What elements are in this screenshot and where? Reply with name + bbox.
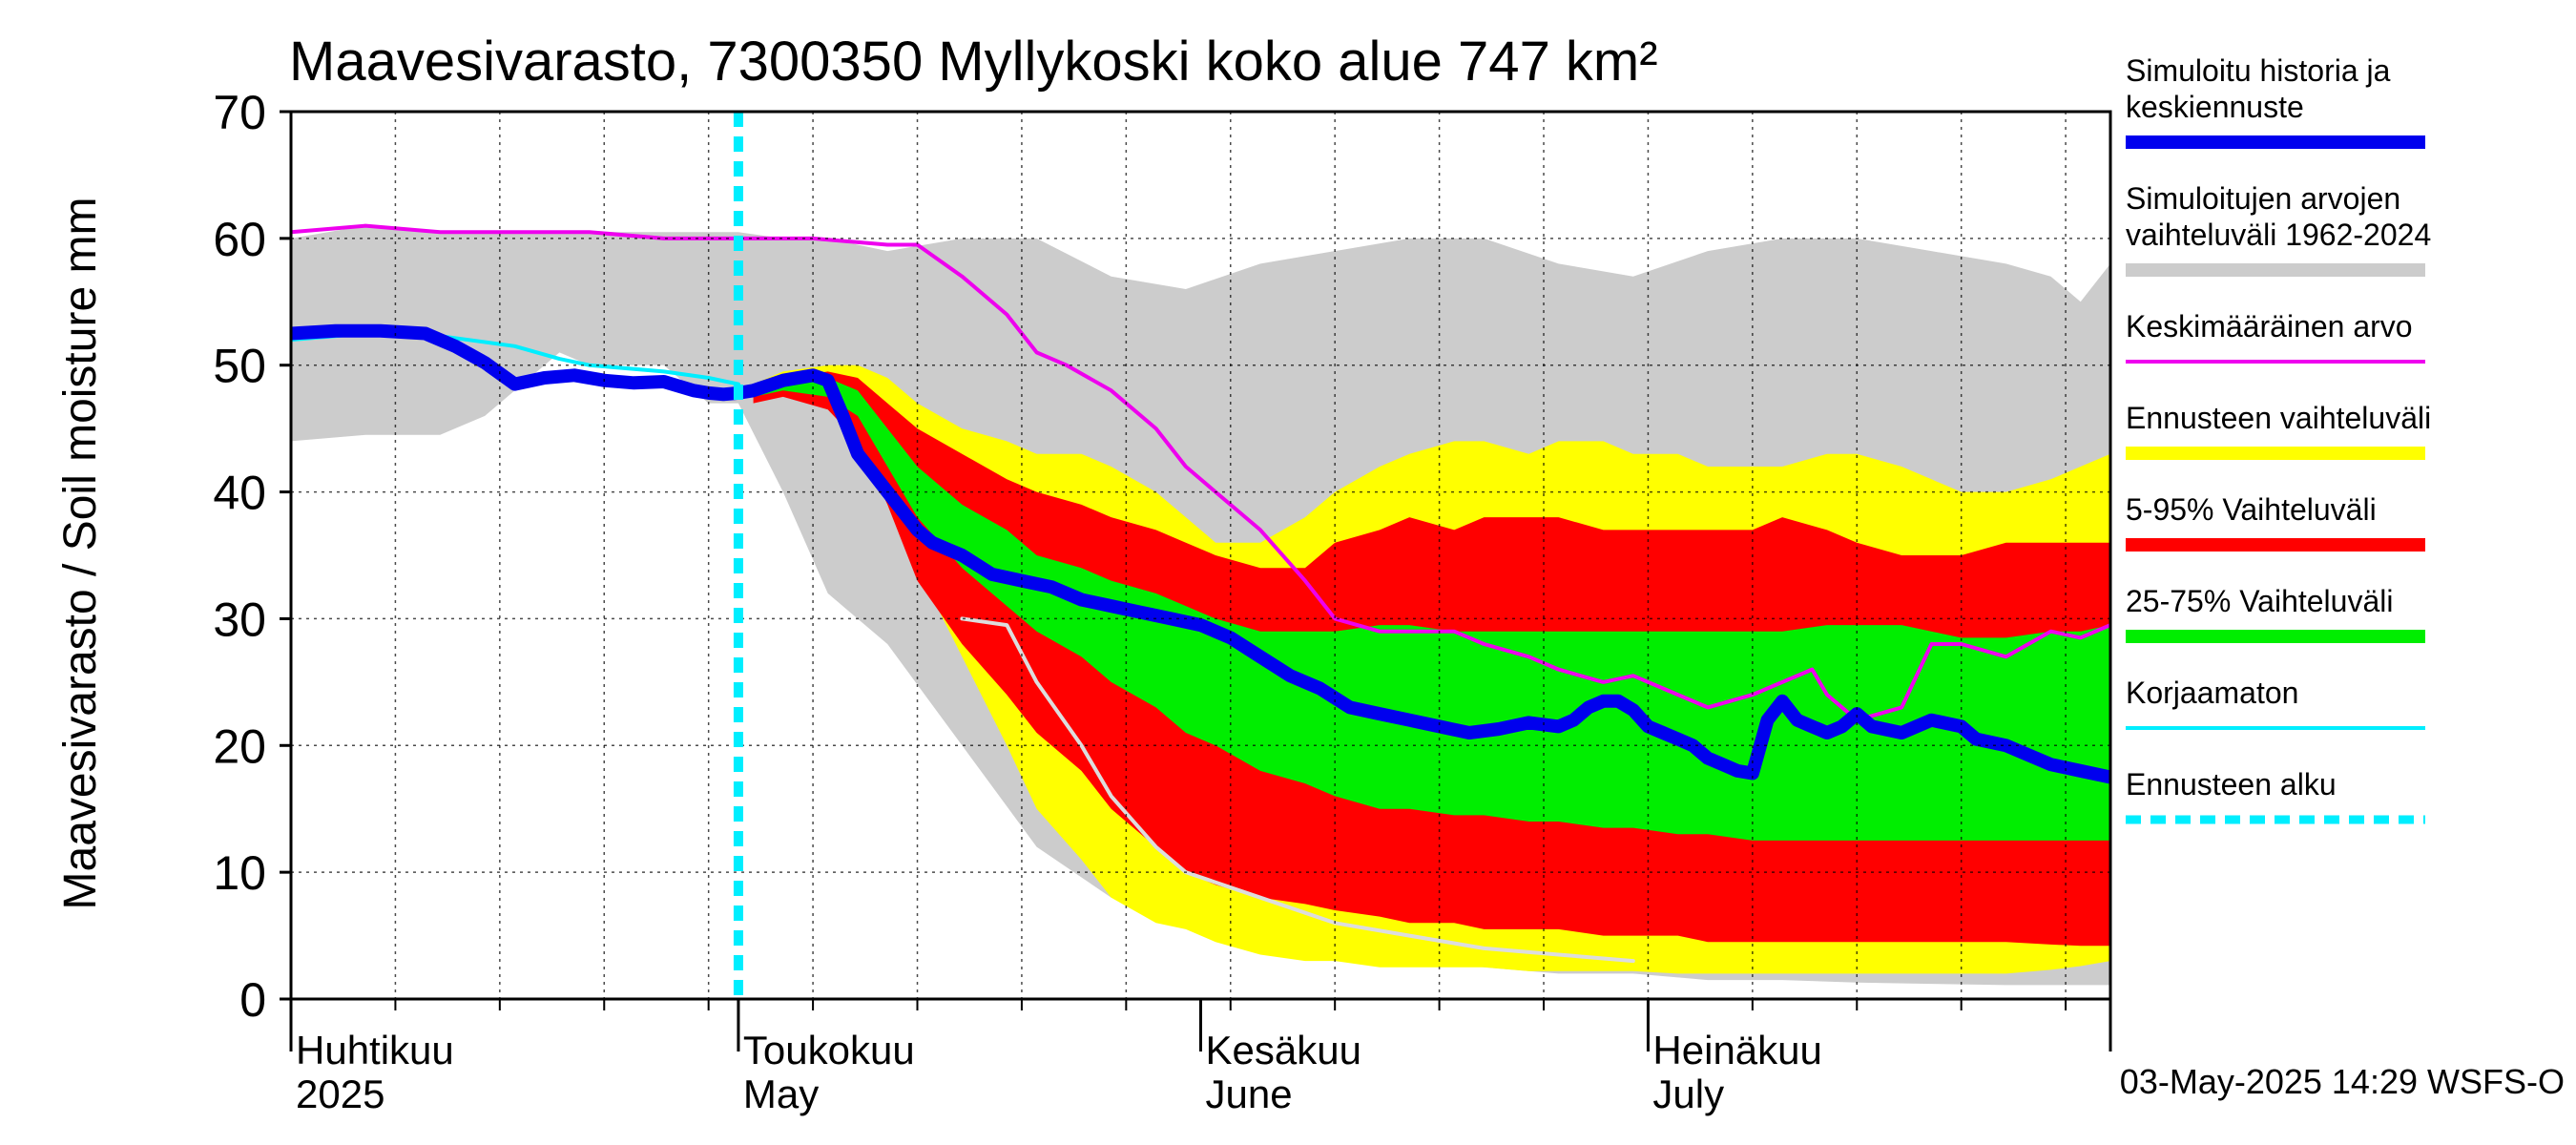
timestamp: 03-May-2025 14:29 WSFS-O (2120, 1062, 2565, 1101)
x-month-label-fi: Heinäkuu (1652, 1028, 1821, 1072)
line-simuloitu-historia-ja-keskiennuste (291, 323, 2110, 784)
legend-label-simuloitujen-arvojen-vaihteluv-li-1962-2024: Simuloitujen arvojen (2126, 181, 2400, 216)
legend-label-ennusteen-alku: Ennusteen alku (2126, 767, 2337, 802)
legend-label-25-75-vaihteluv-li: 25-75% Vaihteluväli (2126, 584, 2393, 618)
x-month-label-en: July (1652, 1072, 1724, 1116)
y-tick-label: 20 (213, 719, 266, 773)
legend-label-korjaamaton: Korjaamaton (2126, 676, 2298, 710)
legend-label-simuloitujen-arvojen-vaihteluv-li-1962-2024: vaihteluväli 1962-2024 (2126, 218, 2431, 252)
y-tick-label: 40 (213, 467, 266, 520)
x-month-label-en: June (1206, 1072, 1293, 1116)
x-month-label-fi: Kesäkuu (1206, 1028, 1361, 1072)
y-tick-label: 60 (213, 213, 266, 266)
legend-label-simuloitu-historia-ja-keskiennuste: Simuloitu historia ja (2126, 53, 2391, 88)
x-month-label-fi: Toukokuu (743, 1028, 915, 1072)
y-tick-label: 70 (213, 86, 266, 139)
legend-label-keskim-r-inen-arvo: Keskimääräinen arvo (2126, 309, 2413, 344)
data-series-group (291, 223, 2110, 986)
x-month-label-en: May (743, 1072, 819, 1116)
y-tick-label: 30 (213, 593, 266, 646)
legend-label-simuloitu-historia-ja-keskiennuste: keskiennuste (2126, 90, 2304, 124)
grid-group (291, 112, 2110, 999)
y-tick-label: 10 (213, 846, 266, 900)
legend-label-5-95-vaihteluv-li: 5-95% Vaihteluväli (2126, 492, 2377, 527)
x-month-label-fi: Huhtikuu (296, 1028, 454, 1072)
y-axis-label: Maavesivarasto / Soil moisture mm (55, 198, 106, 910)
x-month-label-en: 2025 (296, 1072, 384, 1116)
y-tick-label: 50 (213, 340, 266, 393)
chart-title: Maavesivarasto, 7300350 Myllykoski koko … (289, 31, 1658, 93)
legend-label-ennusteen-vaihteluv-li: Ennusteen vaihteluväli (2126, 401, 2431, 435)
y-tick-label: 0 (239, 973, 266, 1027)
